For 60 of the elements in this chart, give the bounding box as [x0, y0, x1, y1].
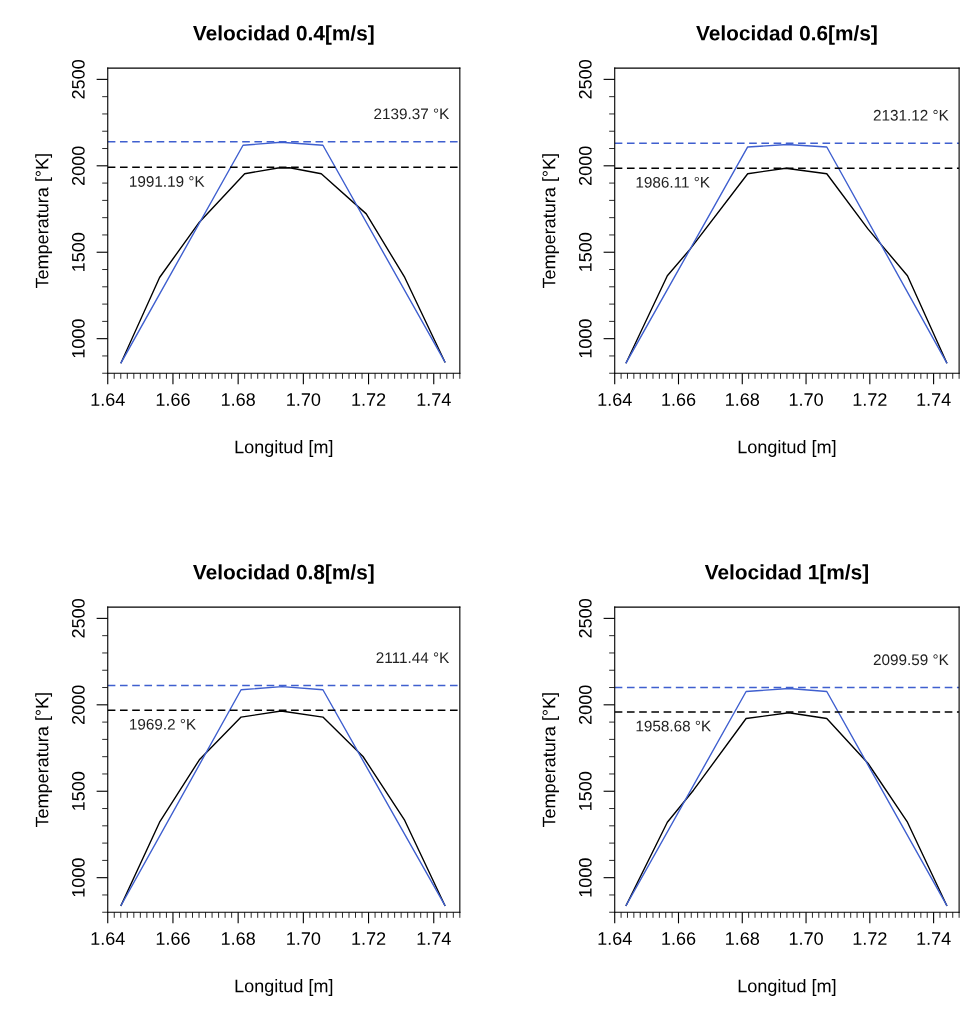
x-tick-label: 1.68 — [221, 393, 255, 406]
y-tick-label: 2500 — [578, 599, 592, 638]
y-tick-label: 1500 — [578, 232, 592, 271]
x-tick-label: 1.68 — [221, 932, 255, 945]
y-tick-label: 2000 — [71, 685, 85, 724]
x-tick-label: 1.66 — [156, 393, 190, 406]
y-axis-title: Temperatura [°K] — [542, 154, 559, 289]
x-tick-label: 1.72 — [352, 393, 386, 406]
x-tick-label: 1.72 — [352, 932, 386, 945]
y-tick-label: 1000 — [578, 858, 592, 897]
x-tick-label: 1.74 — [917, 393, 951, 406]
y-tick-label: 2000 — [71, 146, 85, 185]
x-tick-label: 1.66 — [662, 393, 696, 406]
y-tick-label: 2500 — [71, 60, 85, 99]
x-axis-title: Longitud [m] — [738, 979, 836, 996]
y-tick-label: 1000 — [71, 319, 85, 358]
y-tick-label: 2500 — [578, 60, 592, 99]
chart-title: Velocidad 1[m/s] — [704, 564, 868, 584]
chart-title: Velocidad 0.6[m/s] — [696, 25, 877, 45]
y-tick-label: 2000 — [578, 685, 592, 724]
x-tick-label: 1.74 — [917, 932, 951, 945]
x-tick-label: 1.64 — [598, 932, 632, 945]
x-axis-title: Longitud [m] — [235, 440, 333, 457]
x-tick-label: 1.72 — [853, 932, 887, 945]
y-axis-title: Temperatura [°K] — [542, 693, 559, 828]
x-tick-label: 1.68 — [726, 393, 760, 406]
x-tick-label: 1.70 — [287, 932, 321, 945]
x-axis-title: Longitud [m] — [738, 440, 836, 457]
x-tick-label: 1.74 — [417, 932, 451, 945]
x-tick-label: 1.70 — [789, 932, 823, 945]
y-tick-label: 2500 — [71, 599, 85, 638]
x-tick-label: 1.72 — [853, 393, 887, 406]
y-tick-label: 1000 — [71, 858, 85, 897]
x-tick-label: 1.70 — [789, 393, 823, 406]
ref-line-label: 2111.44 °K — [376, 652, 450, 663]
ref-line-label: 1986.11 °K — [636, 176, 710, 188]
x-tick-label: 1.70 — [287, 393, 321, 406]
x-tick-label: 1.64 — [91, 393, 125, 406]
ref-line-label: 1991.19 °K — [130, 176, 205, 187]
y-tick-label: 1000 — [578, 319, 592, 358]
chart-title: Velocidad 0.4[m/s] — [193, 25, 374, 45]
x-tick-label: 1.74 — [417, 393, 451, 406]
x-tick-label: 1.66 — [662, 932, 696, 945]
ref-line-label: 2139.37 °K — [374, 108, 450, 120]
ref-line-label: 2099.59 °K — [873, 654, 949, 666]
ref-line-label: 1969.2 °K — [130, 718, 196, 730]
ref-line-label: 2131.12 °K — [873, 109, 949, 121]
ref-line-label: 1958.68 °K — [636, 720, 711, 732]
y-axis-title: Temperatura [°K] — [35, 154, 53, 289]
chart-title: Velocidad 0.8[m/s] — [193, 564, 374, 584]
y-tick-label: 1500 — [71, 771, 85, 810]
y-axis-title: Temperatura [°K] — [35, 693, 53, 828]
y-tick-label: 1500 — [578, 771, 592, 810]
x-tick-label: 1.64 — [598, 393, 632, 406]
x-tick-label: 1.64 — [91, 932, 125, 945]
x-tick-label: 1.68 — [726, 932, 760, 945]
x-axis-title: Longitud [m] — [235, 979, 333, 996]
y-tick-label: 1500 — [71, 232, 85, 271]
x-tick-label: 1.66 — [156, 932, 190, 945]
y-tick-label: 2000 — [578, 146, 592, 185]
